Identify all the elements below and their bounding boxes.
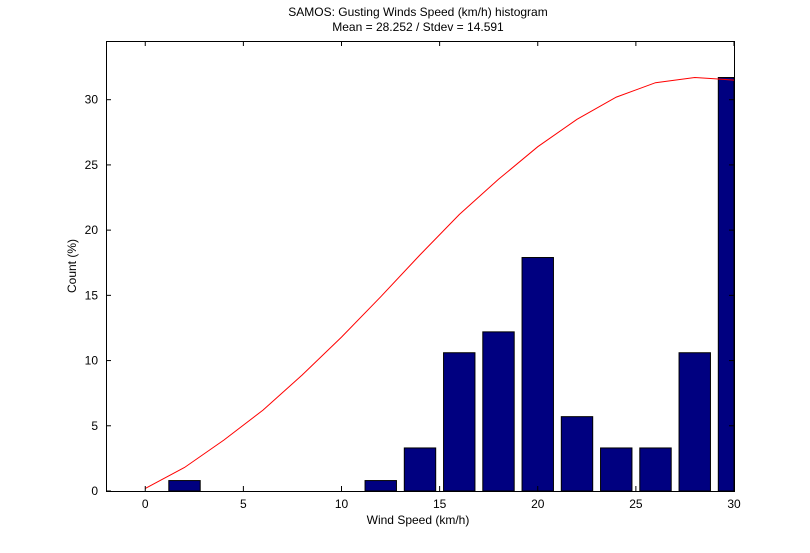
histogram-bar — [639, 447, 672, 492]
y-axis-ticks: 0 5 10 15 20 25 30 — [85, 93, 734, 498]
x-axis-label: Wind Speed (km/h) — [367, 513, 470, 527]
histogram-bar — [482, 331, 515, 492]
y-tick-label: 20 — [85, 223, 99, 237]
bars-layer — [168, 77, 735, 492]
y-tick-label: 15 — [85, 288, 99, 302]
y-tick-label: 30 — [85, 93, 99, 107]
histogram-bar — [168, 480, 201, 492]
y-tick-label: 5 — [91, 419, 98, 433]
histogram-bar — [403, 447, 437, 492]
x-tick-label: 25 — [629, 497, 643, 511]
y-axis-label: Count (%) — [65, 239, 79, 293]
y-tick-label: 0 — [91, 484, 98, 498]
x-tick-label: 5 — [240, 497, 247, 511]
histogram-bar — [600, 447, 633, 492]
histogram-bar — [717, 77, 735, 492]
chart-title: SAMOS: Gusting Winds Speed (km/h) histog… — [288, 5, 547, 19]
histogram-bar — [443, 352, 476, 492]
y-tick-label: 25 — [85, 158, 99, 172]
curve-layer — [145, 76, 735, 489]
y-tick-label: 10 — [85, 354, 99, 368]
plot-frame — [106, 41, 735, 492]
histogram-bar — [364, 480, 397, 492]
x-tick-label: 10 — [335, 497, 349, 511]
normal-fit-curve — [145, 76, 735, 489]
histogram-bar — [521, 257, 554, 492]
x-tick-label: 0 — [142, 497, 149, 511]
chart-subtitle: Mean = 28.252 / Stdev = 14.591 — [332, 20, 504, 34]
x-axis-ticks: 0 5 10 15 20 25 30 — [142, 41, 741, 511]
x-tick-label: 15 — [433, 497, 447, 511]
x-tick-label: 20 — [531, 497, 545, 511]
histogram-bar — [678, 352, 711, 492]
histogram-bar — [560, 416, 594, 492]
x-tick-label: 30 — [727, 497, 741, 511]
